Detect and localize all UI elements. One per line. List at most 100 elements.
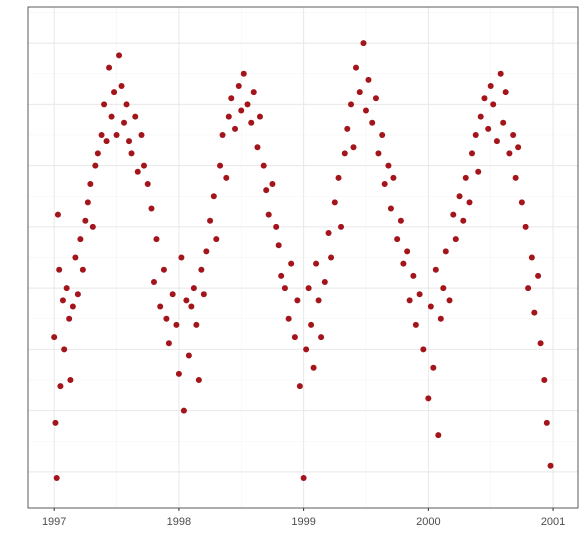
point [250,89,257,96]
point [468,150,475,157]
point [84,199,91,206]
point [400,260,407,267]
point [460,217,467,224]
point [79,266,86,273]
point [94,150,101,157]
point [134,168,141,175]
point [328,254,335,261]
point [325,230,332,237]
point [223,174,230,181]
point [52,419,59,426]
point [89,223,96,230]
point [148,205,155,212]
point [235,83,242,90]
point [512,174,519,181]
point [203,248,210,255]
point [82,217,89,224]
point [321,278,328,285]
point [281,285,288,292]
point [502,89,509,96]
point [475,168,482,175]
point [123,101,130,108]
point [497,70,504,77]
point [452,236,459,243]
point [132,113,139,120]
point [372,95,379,102]
point [420,346,427,353]
point [350,144,357,151]
point [144,181,151,188]
point [356,89,363,96]
point [427,303,434,310]
point [232,125,239,132]
point [126,138,133,145]
point [450,211,457,218]
point [163,315,170,322]
point [305,285,312,292]
point [57,383,64,390]
point [500,119,507,126]
point [303,346,310,353]
point [278,272,285,279]
point [456,193,463,200]
point [69,303,76,310]
x-tick-label: 2001 [541,516,565,528]
point [128,150,135,157]
point [406,297,413,304]
point [66,315,73,322]
point [193,321,200,328]
point [195,376,202,383]
point [173,321,180,328]
point [344,125,351,132]
point [404,248,411,255]
point [210,193,217,200]
point [308,321,315,328]
point [263,187,270,194]
point [138,132,145,139]
point [485,125,492,132]
point [101,101,108,108]
point [103,138,110,145]
x-tick-label: 1998 [167,516,191,528]
point [275,242,282,249]
point [362,107,369,114]
point [296,383,303,390]
point [481,95,488,102]
point [190,285,197,292]
point [74,291,81,298]
point [525,285,532,292]
point [121,119,128,126]
point [188,303,195,310]
point [365,76,372,83]
point [67,376,74,383]
point [535,272,542,279]
point [185,352,192,359]
point [390,174,397,181]
point [440,285,447,292]
point [477,113,484,120]
point [140,162,147,169]
point [106,64,113,71]
point [432,266,439,273]
point [160,266,167,273]
point [510,132,517,139]
point [165,340,172,347]
point [338,223,345,230]
point [318,334,325,341]
point [335,174,342,181]
point [437,315,444,322]
point [72,254,79,261]
point [541,376,548,383]
point [537,340,544,347]
point [425,395,432,402]
point [522,223,529,230]
point [63,285,70,292]
point [180,407,187,414]
point [493,138,500,145]
point [387,205,394,212]
point [528,254,535,261]
point [111,89,118,96]
point [56,266,63,273]
